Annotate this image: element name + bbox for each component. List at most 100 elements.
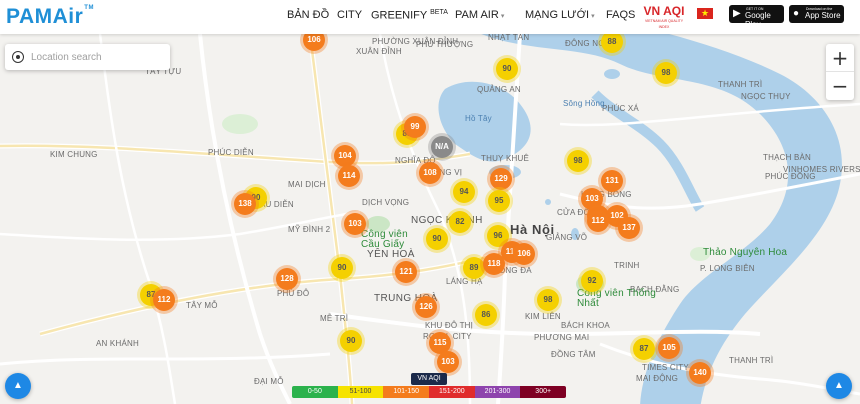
place-ngoc-khanh: NGỌC KHÁNH: [411, 215, 483, 226]
aqi-marker[interactable]: 118: [483, 253, 505, 275]
top-navbar: PAMAirTM BẢN ĐỒ CITY GREENIFY BETA PAM A…: [0, 0, 860, 34]
place-yen-hoa: YÊN HOÀ: [367, 249, 415, 260]
vietnam-flag-icon[interactable]: ★: [697, 8, 713, 19]
place-tay-mo: TÂY MỖ: [186, 301, 218, 310]
aqi-marker[interactable]: 86: [475, 304, 497, 326]
aqi-marker[interactable]: 96: [487, 225, 509, 247]
play-store-icon: ▶: [733, 8, 741, 19]
aqi-marker[interactable]: 138: [234, 193, 256, 215]
aqi-marker[interactable]: 103: [344, 213, 366, 235]
aqi-marker[interactable]: 95: [488, 190, 510, 212]
place-ha-noi: Hà Nội: [510, 222, 555, 237]
scroll-up-button-left[interactable]: ▲: [5, 373, 31, 399]
aqi-map[interactable]: TÂY TỰU PHÚC DIỄN KIM CHUNG MAI DỊCH DỊC…: [0, 34, 860, 404]
place-thanh-tri-2: THANH TRÌ: [718, 80, 763, 89]
place-cua-dong: CỬA ĐÔNG: [557, 208, 603, 217]
nav-faqs[interactable]: FAQS: [606, 9, 636, 21]
place-me-tri: MỄ TRÌ: [320, 314, 349, 323]
aqi-marker[interactable]: 82: [449, 211, 471, 233]
zoom-control: + −: [826, 44, 854, 100]
place-thanh-tri: THANH TRÌ: [729, 356, 774, 365]
zoom-out-button[interactable]: −: [831, 74, 849, 98]
aqi-marker[interactable]: 112: [587, 210, 609, 232]
aqi-marker[interactable]: 90: [426, 228, 448, 250]
aqi-marker[interactable]: N/A: [431, 136, 453, 158]
place-ngoc-thuy: NGỌC THỤY: [741, 92, 791, 101]
aqi-marker[interactable]: 106: [303, 34, 325, 51]
aqi-marker[interactable]: 98: [655, 62, 677, 84]
app-store-badge[interactable]: ● Download on the App Store: [789, 5, 844, 23]
aqi-marker[interactable]: 98: [567, 150, 589, 172]
aqi-marker[interactable]: 90: [496, 58, 518, 80]
chevron-up-icon: ▲: [13, 380, 23, 391]
place-an-khanh: AN KHÁNH: [96, 339, 139, 348]
pamair-logo[interactable]: PAMAirTM: [6, 5, 94, 28]
zoom-in-button[interactable]: +: [826, 44, 854, 72]
aqi-marker[interactable]: 89: [463, 257, 485, 279]
place-cau-dien: CẦU DIỄN: [254, 200, 294, 209]
nav-greenify[interactable]: GREENIFY BETA: [371, 9, 448, 22]
aqi-marker[interactable]: 129: [490, 168, 512, 190]
aqi-marker[interactable]: 105: [658, 337, 680, 359]
nav-pam-air[interactable]: PAM AIR ▾: [455, 9, 505, 21]
place-dong-tam: ĐỒNG TÂM: [551, 350, 596, 359]
aqi-marker[interactable]: 103: [581, 188, 603, 210]
place-khu-do-thi: KHU ĐÔ THỊ: [425, 321, 474, 330]
aqi-marker[interactable]: 108: [419, 162, 441, 184]
place-tay-tuu: TÂY TỰU: [145, 67, 182, 76]
place-bach-khoa: BÁCH KHOA: [561, 321, 610, 330]
aqi-marker[interactable]: 94: [453, 181, 475, 203]
legend-band-51-100: 51-100: [337, 386, 384, 398]
nav-ban-do[interactable]: BẢN ĐỒ: [287, 9, 330, 21]
aqi-marker[interactable]: 92: [581, 270, 603, 292]
aqi-marker[interactable]: 128: [276, 268, 298, 290]
place-quang-an: QUẢNG AN: [477, 85, 521, 94]
place-mai-dich: MAI DỊCH: [288, 180, 326, 189]
aqi-marker[interactable]: 106: [513, 243, 535, 265]
aqi-marker[interactable]: 90: [340, 330, 362, 352]
google-play-badge[interactable]: ▶ GET IT ON Google Play: [729, 5, 784, 29]
aqi-marker[interactable]: 88: [601, 34, 623, 53]
aqi-marker[interactable]: 104: [334, 145, 356, 167]
legend-band-201-300: 201-300: [474, 386, 521, 398]
aqi-marker[interactable]: 112: [153, 289, 175, 311]
aqi-marker[interactable]: 99: [404, 116, 426, 138]
place-lang-ha: LÁNG HẠ: [446, 277, 483, 286]
aqi-marker[interactable]: 98: [537, 289, 559, 311]
place-phuong-mai: PHƯƠNG MAI: [534, 333, 590, 342]
aqi-marker[interactable]: 115: [429, 332, 451, 354]
aqi-marker[interactable]: 131: [601, 170, 623, 192]
place-phu-do: PHÚ ĐÔ: [277, 289, 310, 298]
place-phuc-dien: PHÚC DIỄN: [208, 148, 254, 157]
scroll-up-button-right[interactable]: ▲: [826, 373, 852, 399]
place-dong-da: ĐỐNG ĐA: [493, 266, 532, 275]
place-cong-vien-thong-nhat: Công viên Thống Nhất: [577, 288, 656, 309]
nav-mang-luoi[interactable]: MẠNG LƯỚI ▾: [525, 9, 595, 21]
aqi-marker[interactable]: 114: [338, 165, 360, 187]
aqi-marker[interactable]: 87: [633, 338, 655, 360]
location-search-box[interactable]: [5, 44, 170, 70]
place-nhat-tan: NHẬT TÂN: [488, 34, 530, 42]
aqi-marker[interactable]: 103: [437, 351, 459, 373]
place-p-long-bien: P. LONG BIÊN: [700, 264, 755, 273]
nav-city[interactable]: CITY: [337, 9, 363, 21]
place-phu-thuong: PHÚ THƯỢNG: [416, 40, 474, 49]
locate-icon[interactable]: [12, 51, 24, 63]
aqi-marker[interactable]: 90: [331, 257, 353, 279]
place-mai-dong: MAI ĐỘNG: [636, 374, 679, 383]
vn-aqi-logo[interactable]: VN AQI VIETNAM AIR QUALITY INDEX: [643, 4, 685, 29]
place-phuc-xa: PHÚC XÁ: [602, 104, 639, 113]
place-trinh: TRINH: [614, 261, 640, 270]
aqi-marker[interactable]: 121: [395, 261, 417, 283]
place-cong-vi: CỐNG VỊ: [427, 168, 463, 177]
aqi-marker[interactable]: 140: [689, 362, 711, 384]
aqi-marker[interactable]: 126: [415, 296, 437, 318]
aqi-marker[interactable]: 137: [618, 217, 640, 239]
place-kim-lien: KIM LIÊN: [525, 312, 561, 321]
location-search-input[interactable]: [31, 49, 161, 65]
legend-band-101-150: 101-150: [383, 386, 430, 398]
place-ho-tay: Hồ Tây: [465, 114, 492, 123]
place-vinhomes: VINHOMES RIVERSIDE: [783, 165, 860, 174]
place-my-dinh-2: MỸ ĐÌNH 2: [288, 225, 331, 234]
